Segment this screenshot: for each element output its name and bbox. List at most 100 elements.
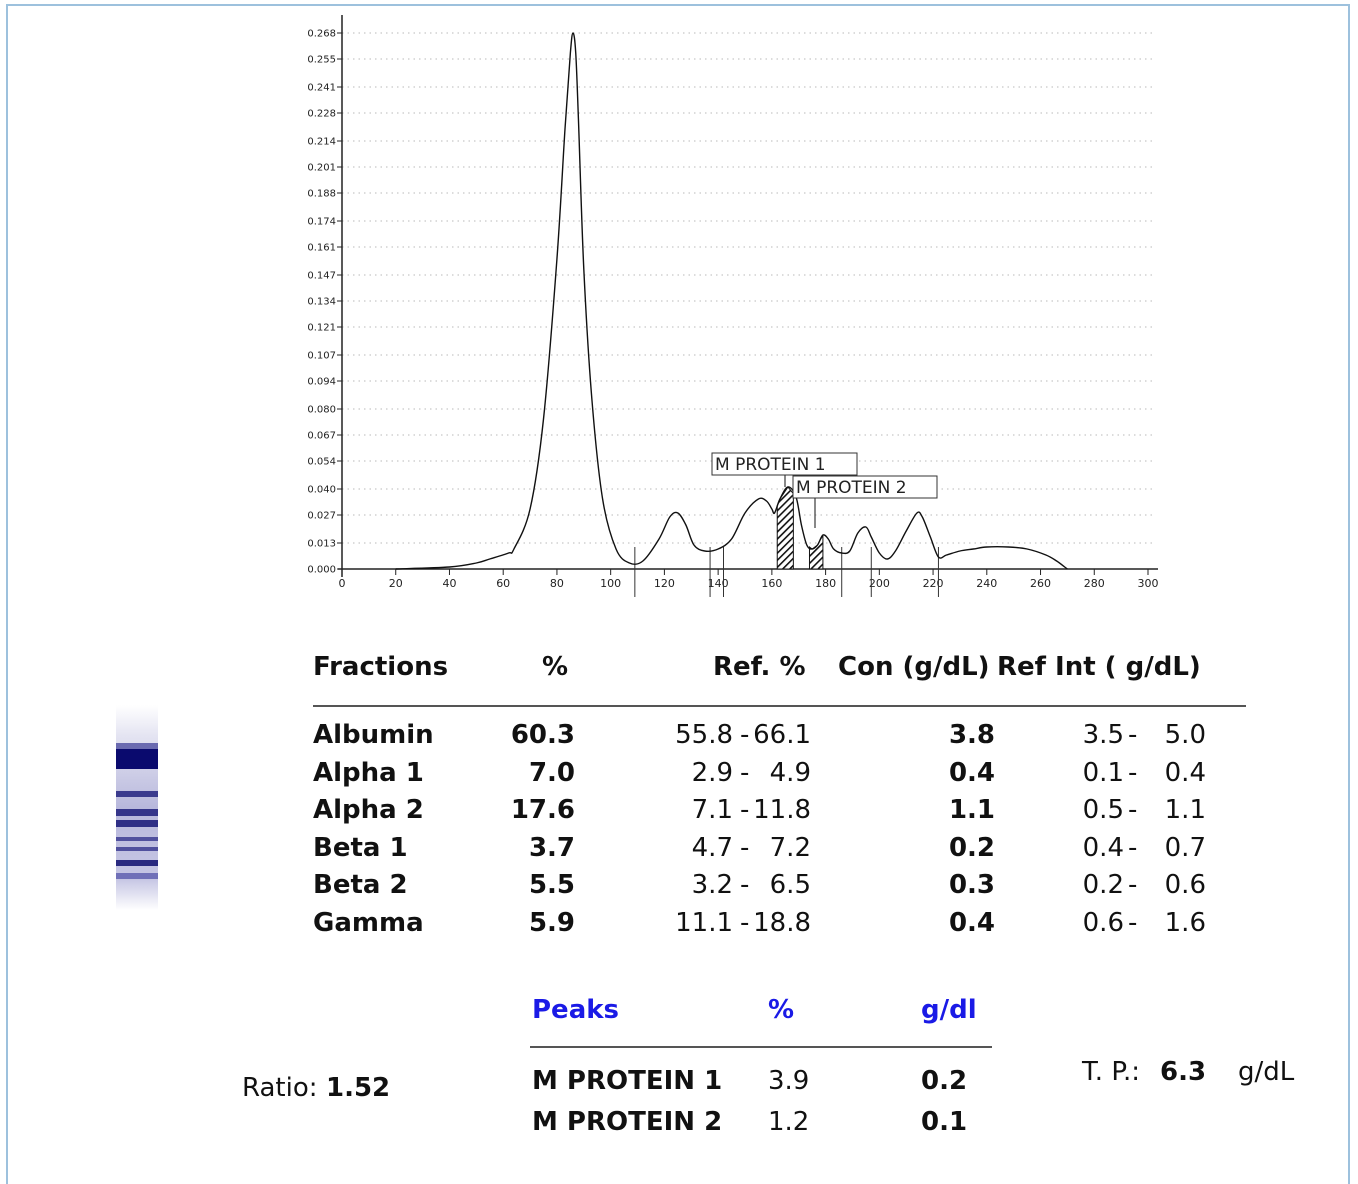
x-tick-label: 120 — [654, 577, 675, 590]
total-protein-label: T. P.: — [1082, 1057, 1140, 1087]
range-dash: - — [1128, 907, 1138, 938]
range-dash: - — [740, 907, 750, 938]
y-tick-label: 0.241 — [307, 83, 336, 94]
peak-name-cell: M PROTEIN 1 — [532, 1066, 723, 1096]
fraction-percent-cell: 17.6 — [510, 795, 575, 825]
x-tick-label: 160 — [761, 577, 782, 590]
fraction-int-lo-cell: 3.5 — [1082, 720, 1124, 750]
report-frame — [6, 4, 1350, 1184]
x-tick-label: 300 — [1138, 577, 1159, 590]
annotation-box — [711, 452, 858, 476]
y-tick-label: 0.027 — [307, 511, 336, 522]
fractions-header: Fractions — [313, 652, 449, 682]
x-tick-label: 200 — [869, 577, 890, 590]
peaks-percent-header: % — [768, 995, 795, 1025]
x-tick-label: 60 — [496, 577, 510, 590]
y-tick-label: 0.255 — [307, 55, 336, 66]
y-tick-label: 0.040 — [307, 485, 336, 496]
peak-percent-cell: 3.9 — [768, 1066, 810, 1096]
fraction-ref-lo-cell: 55.8 — [675, 720, 733, 750]
fraction-ref-lo-cell: 4.7 — [691, 832, 733, 863]
fraction-ref-lo-cell: 7.1 — [691, 795, 733, 825]
fraction-int-lo-cell: 0.5 — [1082, 795, 1124, 825]
fraction-con-cell: 3.8 — [948, 720, 995, 750]
x-tick-label: 280 — [1084, 577, 1105, 590]
total-protein-value: 6.3 — [1160, 1057, 1207, 1087]
fraction-percent-cell: 7.0 — [528, 757, 575, 788]
electrophoresis-chart: 0.000 0.013 0.027 0.040 0.054 0.067 0.080 0.094… — [307, 15, 1159, 597]
m-protein-shaded-region — [808, 534, 824, 570]
fraction-int-lo-cell: 0.2 — [1082, 870, 1124, 900]
y-tick-label: 0.228 — [307, 109, 336, 120]
y-tick-label: 0.080 — [307, 405, 336, 416]
percent-header: % — [542, 652, 569, 682]
fraction-int-hi-cell: 1.1 — [1164, 795, 1206, 825]
fraction-ref-hi-cell: 7.2 — [769, 832, 811, 863]
range-dash: - — [740, 832, 750, 863]
y-tick-label: 0.107 — [307, 351, 336, 362]
fraction-ref-hi-cell: 4.9 — [769, 757, 811, 788]
x-tick-label: 40 — [442, 577, 456, 590]
fraction-ref-hi-cell: 6.5 — [769, 870, 811, 900]
range-dash: - — [740, 757, 750, 788]
fraction-name-cell: Alpha 2 — [313, 795, 424, 825]
fraction-con-cell: 1.1 — [948, 795, 995, 825]
y-tick-label: 0.174 — [307, 217, 336, 228]
ref-percent-header: Ref. % — [713, 652, 806, 682]
annotation-label: M PROTEIN 1 — [715, 455, 826, 475]
y-tick-label: 0.000 — [307, 565, 336, 576]
x-tick-label: 220 — [923, 577, 944, 590]
densitometry-curve — [395, 32, 1068, 570]
fractions-header-rule — [313, 705, 1246, 707]
x-tick-label: 140 — [708, 577, 729, 590]
y-tick-label: 0.121 — [307, 323, 336, 334]
fraction-con-cell: 0.2 — [948, 832, 995, 863]
y-tick-label: 0.268 — [307, 29, 336, 40]
fraction-ref-hi-cell: 18.8 — [753, 907, 811, 938]
peaks-header-rule — [530, 1046, 992, 1048]
fraction-int-hi-cell: 0.7 — [1164, 832, 1206, 863]
y-tick-label: 0.188 — [307, 189, 336, 200]
fraction-int-hi-cell: 0.4 — [1164, 757, 1206, 788]
fraction-percent-cell: 5.5 — [528, 870, 575, 900]
y-tick-label: 0.134 — [307, 297, 336, 308]
ratio-value: 1.52 — [326, 1073, 391, 1103]
fraction-ref-lo-cell: 3.2 — [691, 870, 733, 900]
concentration-header: Con (g/dL) — [838, 652, 990, 682]
fraction-name-cell: Albumin — [313, 720, 434, 750]
x-tick-label: 80 — [550, 577, 564, 590]
y-tick-label: 0.147 — [307, 271, 336, 282]
fraction-int-lo-cell: 0.1 — [1082, 757, 1124, 788]
ref-interval-header: Ref Int ( g/dL) — [997, 652, 1201, 682]
peaks-gdl-header: g/dl — [921, 995, 977, 1025]
peak-gdl-cell: 0.2 — [921, 1066, 968, 1096]
x-tick-label: 0 — [339, 577, 346, 590]
fraction-con-cell: 0.4 — [948, 907, 995, 938]
fraction-con-cell: 0.3 — [948, 870, 995, 900]
x-tick-label: 100 — [600, 577, 621, 590]
range-dash: - — [1128, 870, 1138, 900]
range-dash: - — [1128, 832, 1138, 863]
fraction-percent-cell: 60.3 — [510, 720, 575, 750]
range-dash: - — [740, 795, 750, 825]
y-tick-label: 0.201 — [307, 163, 336, 174]
fraction-name-cell: Beta 2 — [313, 870, 408, 900]
fraction-int-hi-cell: 0.6 — [1164, 870, 1206, 900]
y-tick-label: 0.013 — [307, 539, 336, 550]
fraction-con-cell: 0.4 — [948, 757, 995, 788]
x-tick-label: 240 — [976, 577, 997, 590]
peak-gdl-cell: 0.1 — [921, 1107, 968, 1137]
x-tick-label: 260 — [1030, 577, 1051, 590]
range-dash: - — [740, 870, 750, 900]
fraction-percent-cell: 5.9 — [528, 907, 575, 938]
fraction-ref-lo-cell: 11.1 — [675, 907, 733, 938]
total-protein-unit: g/dL — [1238, 1057, 1295, 1087]
fraction-name-cell: Gamma — [313, 907, 424, 938]
fraction-int-hi-cell: 5.0 — [1164, 720, 1206, 750]
fraction-percent-cell: 3.7 — [528, 832, 575, 863]
annotation-box — [792, 475, 938, 499]
x-tick-label: 20 — [389, 577, 403, 590]
fraction-ref-hi-cell: 66.1 — [753, 720, 811, 750]
x-tick-label: 180 — [815, 577, 836, 590]
fraction-int-lo-cell: 0.6 — [1082, 907, 1124, 938]
